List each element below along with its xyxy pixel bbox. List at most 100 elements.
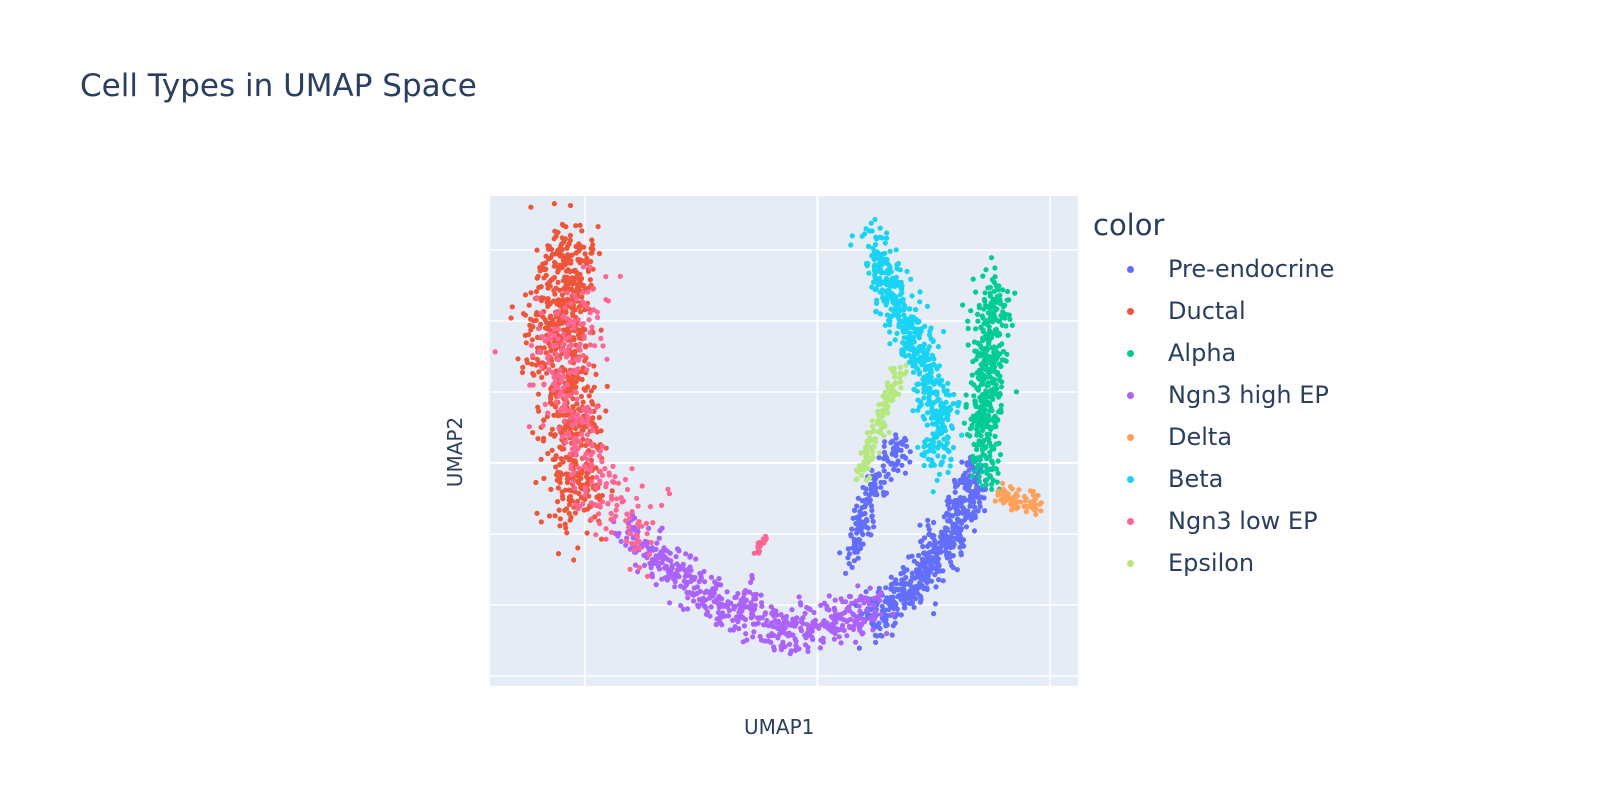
point-ductal — [559, 265, 565, 271]
point-ngn3-high-ep — [770, 624, 776, 630]
point-pre-endocrine — [944, 498, 950, 504]
point-pre-endocrine — [941, 540, 947, 546]
point-ngn3-low-ep — [584, 304, 590, 310]
point-ductal — [555, 267, 561, 274]
point-ngn3-high-ep — [711, 599, 717, 605]
point-ngn3-high-ep — [702, 603, 708, 609]
point-epsilon — [874, 408, 881, 415]
point-ngn3-low-ep — [566, 343, 572, 349]
point-alpha — [971, 393, 977, 399]
point-alpha — [969, 425, 975, 431]
point-ngn3-high-ep — [665, 566, 672, 572]
legend-item-ngn3-high-ep[interactable]: Ngn3 high EP — [1093, 374, 1334, 416]
point-ductal — [546, 326, 553, 332]
legend-item-delta[interactable]: Delta — [1093, 416, 1334, 458]
point-alpha — [992, 433, 998, 439]
point-pre-endocrine — [900, 564, 906, 571]
point-delta — [1038, 508, 1044, 514]
legend-item-pre-endocrine[interactable]: Pre-endocrine — [1093, 248, 1334, 290]
point-beta — [884, 235, 890, 241]
point-ngn3-high-ep — [746, 589, 753, 595]
legend-item-beta[interactable]: Beta — [1093, 458, 1334, 500]
point-alpha — [984, 477, 990, 483]
point-pre-endocrine — [921, 563, 927, 569]
point-delta — [1028, 499, 1034, 505]
point-pre-endocrine — [952, 480, 958, 486]
point-ductal — [576, 304, 582, 310]
point-alpha — [975, 387, 982, 393]
point-pre-endocrine — [954, 567, 960, 573]
point-ductal — [524, 360, 531, 366]
point-ngn3-high-ep — [680, 606, 687, 612]
point-ngn3-low-ep — [565, 321, 571, 328]
point-ductal — [561, 446, 567, 452]
legend-item-ductal[interactable]: Ductal — [1093, 290, 1334, 332]
point-beta — [889, 275, 896, 281]
point-pre-endocrine — [916, 552, 922, 559]
point-alpha — [980, 396, 986, 402]
point-ngn3-low-ep — [574, 445, 580, 451]
point-ngn3-low-ep — [623, 518, 629, 524]
point-pre-endocrine — [881, 479, 887, 485]
point-pre-endocrine — [909, 599, 915, 605]
point-delta — [1025, 504, 1031, 510]
point-pre-endocrine — [853, 543, 859, 549]
point-ngn3-high-ep — [641, 562, 648, 569]
point-beta — [906, 352, 912, 358]
point-pre-endocrine — [971, 528, 978, 534]
point-alpha — [993, 326, 999, 332]
point-beta — [948, 406, 954, 412]
point-pre-endocrine — [904, 443, 910, 449]
point-ngn3-high-ep — [841, 617, 847, 623]
legend-label: Pre-endocrine — [1168, 255, 1335, 283]
point-ngn3-low-ep — [561, 331, 567, 337]
point-ngn3-high-ep — [708, 604, 714, 610]
point-beta — [934, 434, 940, 440]
point-ductal — [570, 404, 576, 410]
point-ductal — [576, 490, 582, 496]
point-beta — [954, 409, 960, 415]
point-pre-endocrine — [854, 503, 860, 509]
point-pre-endocrine — [916, 585, 922, 591]
point-ngn3-low-ep — [614, 496, 620, 502]
point-pre-endocrine — [898, 597, 904, 603]
point-beta — [884, 298, 890, 304]
point-ductal — [534, 510, 540, 516]
point-alpha — [992, 274, 998, 280]
point-ngn3-low-ep — [567, 359, 573, 365]
point-alpha — [987, 290, 993, 296]
point-beta — [892, 301, 898, 307]
point-ductal — [548, 347, 554, 354]
point-pre-endocrine — [915, 561, 921, 567]
point-ngn3-high-ep — [771, 608, 777, 614]
point-alpha — [973, 468, 979, 474]
point-alpha — [984, 354, 990, 360]
point-ngn3-high-ep — [678, 583, 684, 589]
point-alpha — [988, 255, 995, 261]
point-ductal — [570, 352, 576, 359]
legend-item-ngn3-low-ep[interactable]: Ngn3 low EP — [1093, 500, 1334, 542]
legend-item-alpha[interactable]: Alpha — [1093, 332, 1334, 374]
point-ductal — [573, 223, 579, 229]
point-ngn3-high-ep — [707, 595, 713, 601]
point-ductal — [562, 521, 568, 527]
legend-item-epsilon[interactable]: Epsilon — [1093, 542, 1334, 584]
point-ngn3-low-ep — [568, 408, 575, 415]
point-beta — [848, 242, 854, 248]
point-ngn3-high-ep — [847, 593, 854, 600]
point-beta — [869, 253, 875, 259]
point-alpha — [974, 426, 980, 432]
point-ngn3-low-ep — [547, 331, 553, 337]
point-ngn3-high-ep — [865, 596, 871, 602]
point-ngn3-low-ep — [611, 479, 617, 485]
point-ngn3-high-ep — [832, 607, 838, 614]
point-ngn3-high-ep — [753, 591, 759, 598]
point-beta — [941, 445, 947, 451]
point-alpha — [979, 313, 985, 319]
point-pre-endocrine — [860, 524, 866, 530]
point-pre-endocrine — [854, 530, 860, 536]
point-ngn3-high-ep — [817, 645, 824, 651]
point-alpha — [964, 432, 971, 438]
point-beta — [896, 313, 902, 319]
